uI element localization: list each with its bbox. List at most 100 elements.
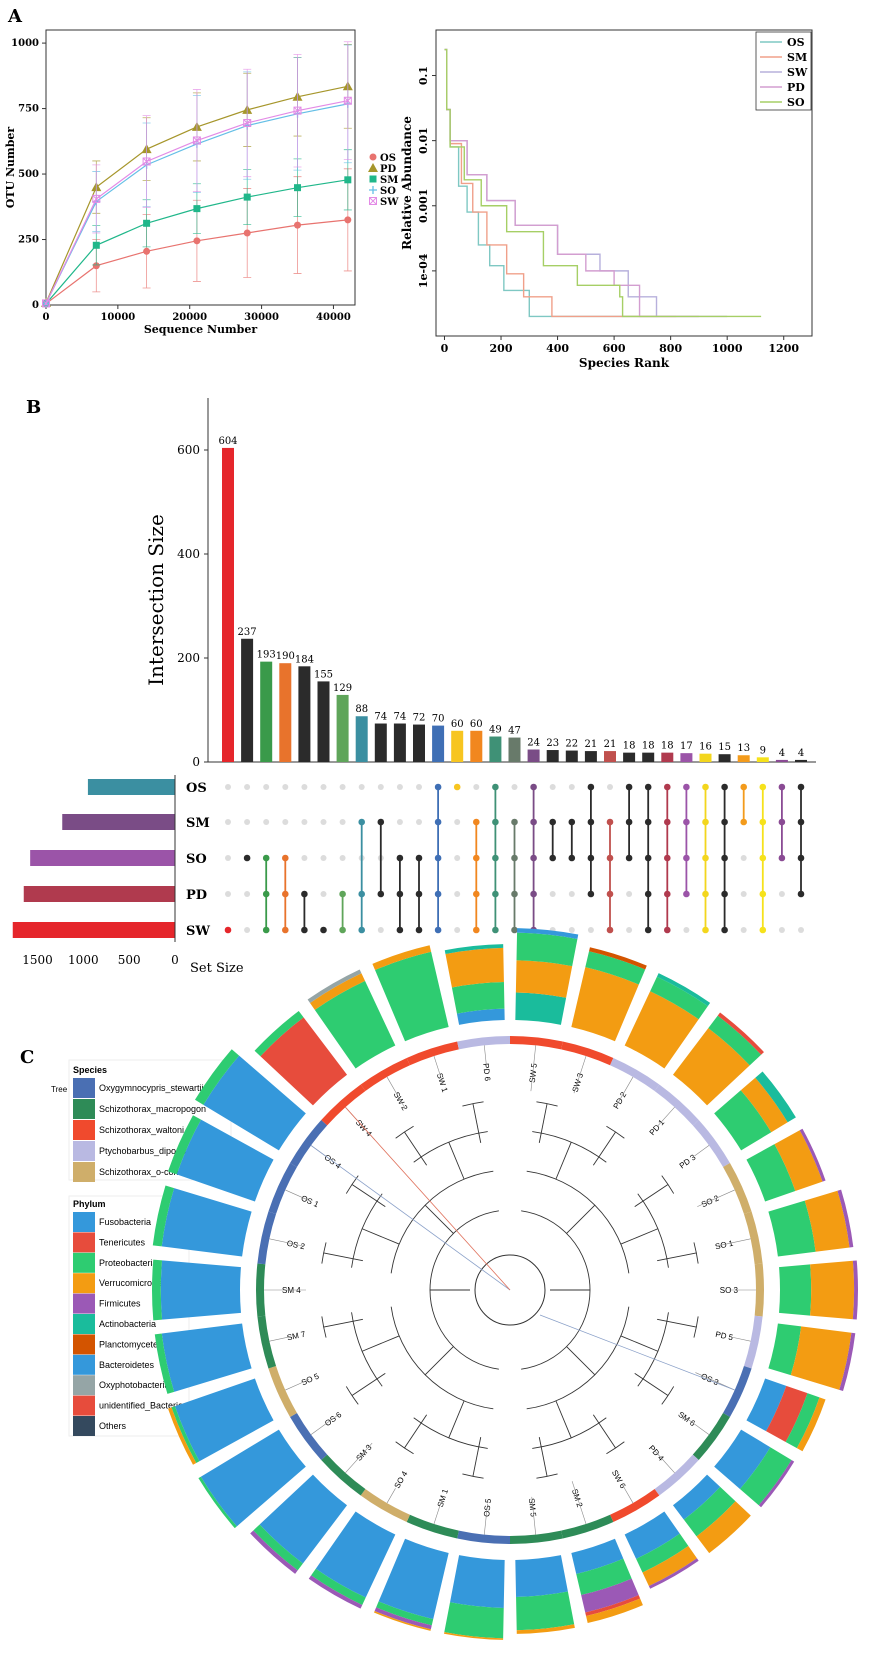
matrix-dot-filled	[587, 854, 595, 862]
tree-branch-stem	[566, 1346, 596, 1376]
matrix-dot-empty	[339, 784, 346, 790]
y-tick-label: 1e-04	[417, 253, 430, 288]
phylum-bar-segment	[766, 1385, 808, 1442]
matrix-dot-filled	[721, 783, 728, 791]
matrix-dot-empty	[416, 784, 422, 790]
x-tick-label: 20000	[172, 312, 207, 323]
phylum-bar-segment	[852, 1260, 858, 1320]
leaf-branch	[654, 1451, 675, 1474]
phylum-bar-segment	[167, 1407, 197, 1465]
matrix-dot-filled	[664, 854, 671, 862]
tree-branch-stem	[620, 1228, 658, 1245]
species-ring-segment	[257, 1211, 277, 1265]
matrix-dot-empty	[282, 784, 289, 790]
matrix-dot-filled	[434, 926, 442, 934]
phylum-bar-segment	[779, 1264, 812, 1316]
phylum-bar-segment	[167, 1115, 202, 1175]
leaf-label: SM 4	[282, 1286, 301, 1295]
matrix-dot-empty	[778, 891, 785, 897]
bar-value-label: 18	[661, 741, 674, 752]
intersection-bar	[604, 751, 616, 762]
phylum-swatch	[73, 1232, 95, 1253]
data-point	[193, 205, 201, 213]
set-size-bar	[23, 886, 175, 902]
set-label: SW	[186, 924, 210, 939]
tree-branch-stem	[424, 1204, 454, 1234]
bar-value-label: 70	[432, 714, 445, 725]
matrix-dot-empty	[301, 784, 308, 790]
phylum-bar-segment	[672, 1474, 721, 1520]
legend-label: OS	[787, 36, 805, 49]
leaf-label: SM 6	[676, 1410, 697, 1429]
tree-branch-stem	[566, 1204, 596, 1234]
phylum-bar-segment	[260, 1017, 348, 1106]
leaf-branch	[679, 1413, 710, 1435]
phylum-bar-segment	[311, 1568, 366, 1605]
y-axis-label: Relative Abundance	[400, 116, 414, 250]
tree-branch-stem	[555, 1142, 572, 1180]
bar-value-label: 24	[527, 738, 540, 749]
phylogenetic-tree-chart: Tree scale: 0.1SpeciesOxygymnocypris_ste…	[51, 928, 858, 1640]
matrix-dot-empty	[740, 891, 747, 897]
bar-value-label: 193	[257, 650, 276, 661]
matrix-dot-empty	[320, 855, 327, 861]
phylum-bar-segment	[200, 1429, 306, 1527]
plot-frame	[45, 29, 356, 306]
phylum-bar-segment	[581, 1578, 639, 1613]
phylum-bar-segment	[585, 1595, 641, 1617]
data-point	[243, 193, 251, 201]
phylum-bar-segment	[758, 1460, 795, 1508]
tree-branch-stem	[620, 1335, 658, 1352]
matrix-dot-empty	[396, 819, 403, 825]
matrix-dot-filled	[683, 818, 690, 826]
phylum-bar-segment	[161, 1323, 252, 1392]
phylum-bar-segment	[375, 951, 449, 1042]
phylum-bar-segment	[174, 1378, 274, 1462]
phylum-bar-segment	[515, 992, 567, 1025]
rank-abundance-chart: 0 200 400 600 800 1000 1200 0.1 0.01 0.001 1e-04 Sp…	[400, 29, 813, 370]
matrix-dot-filled	[282, 854, 289, 862]
matrix-dot-filled	[530, 783, 537, 791]
species-ring-segment	[268, 1163, 297, 1214]
tree-branch-stem	[634, 1184, 669, 1208]
matrix-dot-filled	[262, 890, 270, 898]
phylum-bar-segment	[376, 1601, 434, 1626]
bar-value-label: 23	[546, 738, 559, 749]
legend-label: SO	[380, 186, 396, 197]
intersection-bar	[756, 757, 769, 762]
matrix-dot-empty	[626, 891, 633, 897]
phylum-bar-segment	[253, 1524, 303, 1571]
phylum-swatch	[73, 1354, 95, 1375]
species-legend-label: Ptychobarbus_dipogon	[99, 1146, 191, 1156]
matrix-dot-empty	[549, 891, 556, 897]
set-size-bar	[62, 814, 175, 830]
phylum-bar-segment	[672, 1028, 750, 1106]
matrix-dot-empty	[683, 927, 690, 933]
intersection-bar	[355, 716, 368, 762]
phylum-bar-segment	[714, 1090, 772, 1151]
intersection-bar	[489, 736, 502, 762]
phylum-bar-segment	[746, 1378, 787, 1432]
phylum-bar-segment	[203, 1055, 306, 1151]
intersection-bar	[546, 750, 559, 762]
matrix-dot-filled	[262, 926, 270, 934]
matrix-dot-filled	[301, 926, 308, 934]
phylum-bar-segment	[152, 1185, 175, 1247]
phylum-bar-segment	[444, 944, 504, 954]
legend-label: SM	[380, 175, 398, 186]
leaf-label: OS 4	[323, 1153, 343, 1171]
matrix-dot-empty	[778, 927, 785, 933]
matrix-dot-empty	[740, 927, 747, 933]
bar-value-label: 17	[680, 741, 693, 752]
x-axis-label: Sequence Number	[144, 323, 258, 336]
intersection-bar	[298, 666, 311, 762]
species-ring-segment	[457, 1036, 510, 1050]
leaf-label: PD 3	[678, 1152, 698, 1170]
data-point	[92, 194, 101, 203]
matrix-dot-empty	[607, 784, 613, 790]
phylum-bar-segment	[810, 1260, 855, 1320]
intersection-bar	[584, 751, 597, 762]
matrix-dot-filled	[644, 854, 652, 862]
leaf-label: SM 5	[527, 1498, 538, 1518]
leaf-label: SW 3	[571, 1071, 586, 1093]
